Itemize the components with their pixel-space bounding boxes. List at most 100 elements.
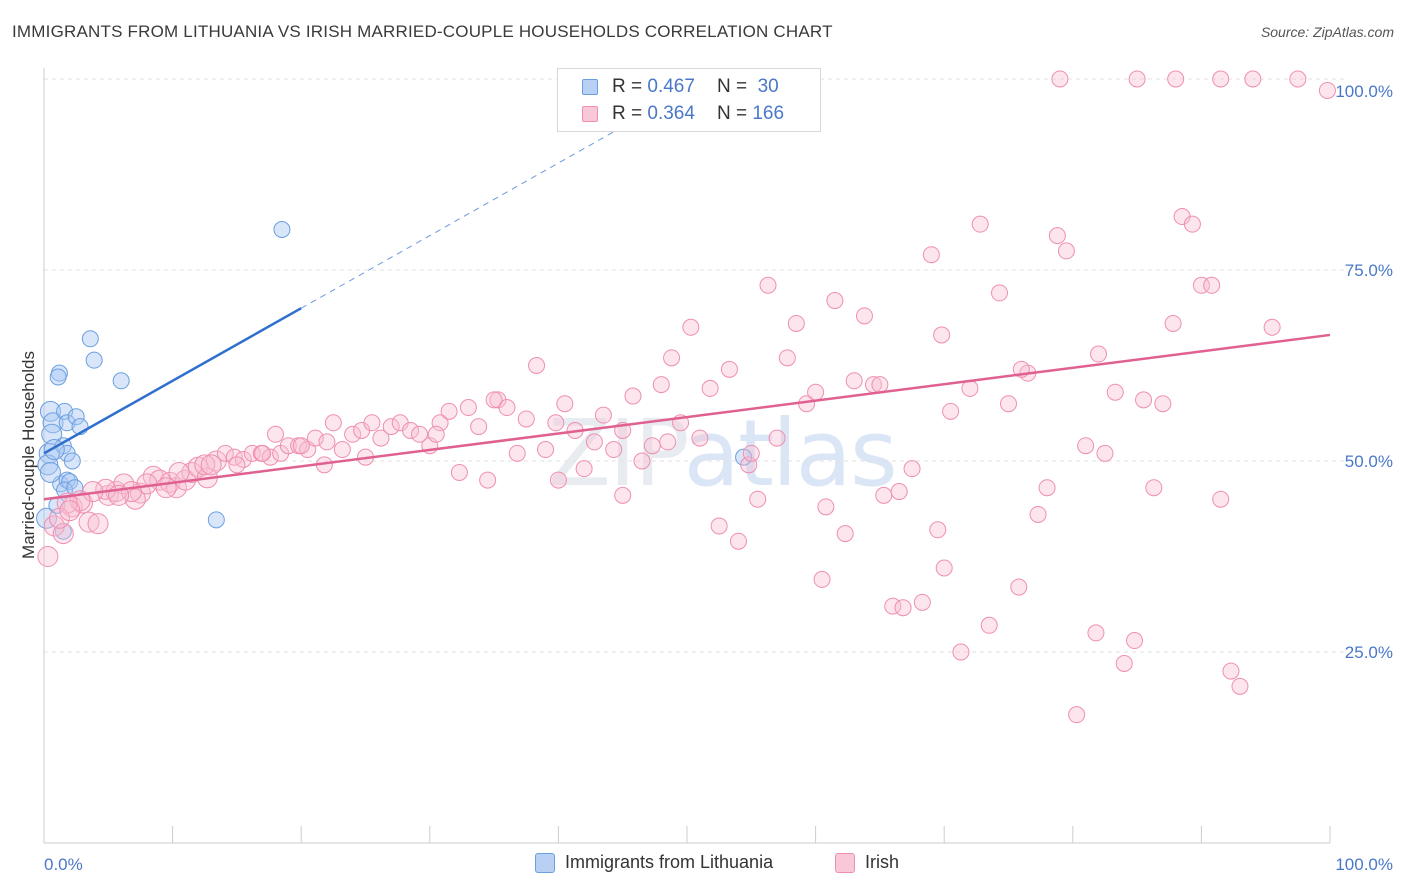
irish-point <box>1154 395 1172 413</box>
irish-point <box>826 292 844 310</box>
irish-point <box>200 454 222 476</box>
irish-point <box>742 444 760 462</box>
irish-point <box>817 498 835 516</box>
irish-point <box>749 490 767 508</box>
irish-point <box>37 546 59 567</box>
irish-point <box>498 399 516 417</box>
legend-item-lithuania[interactable]: Immigrants from Lithuania <box>535 852 773 873</box>
irish-point <box>411 425 429 443</box>
irish-point <box>479 471 497 489</box>
irish-point <box>1106 383 1124 401</box>
watermark: ZIPatlas <box>548 400 898 507</box>
irish-point <box>292 437 310 455</box>
lithuania-point <box>112 372 130 390</box>
irish-point <box>1164 314 1182 332</box>
irish-point <box>363 414 381 432</box>
irish-point <box>261 448 279 466</box>
irish-point <box>710 517 728 535</box>
irish-point <box>402 421 420 439</box>
lithuania-point <box>273 221 291 239</box>
irish-point <box>894 599 912 617</box>
irish-point <box>324 414 342 432</box>
r-value: 0.364 <box>647 103 695 124</box>
irish-point <box>659 433 677 451</box>
irish-point <box>1192 276 1210 294</box>
irish-point <box>254 444 272 462</box>
irish-point <box>807 383 825 401</box>
irish-point <box>1263 318 1281 336</box>
irish-point <box>787 314 805 332</box>
irish-point <box>1090 345 1108 363</box>
irish-point <box>470 418 488 436</box>
irish-point <box>652 376 670 394</box>
irish-point <box>155 477 177 499</box>
irish-point <box>333 441 351 459</box>
irish-point <box>871 376 889 394</box>
irish-point <box>556 395 574 413</box>
irish-point <box>78 511 100 533</box>
chart-title: IMMIGRANTS FROM LITHUANIA VS IRISH MARRI… <box>12 22 833 41</box>
irish-point <box>48 507 70 529</box>
irish-point <box>382 418 400 436</box>
irish-point <box>1128 70 1146 88</box>
lithuania-point <box>58 414 76 432</box>
irish-point <box>643 437 661 455</box>
irish-point <box>450 463 468 481</box>
y-tick-label: 50.0% <box>1345 452 1393 471</box>
irish-point <box>318 433 336 451</box>
irish-point <box>691 429 709 447</box>
irish-point <box>459 399 477 417</box>
irish-point <box>431 414 449 432</box>
irish-point <box>836 525 854 543</box>
irish-point <box>729 532 747 550</box>
irish-point <box>614 486 632 504</box>
irish-point <box>517 410 535 428</box>
legend-swatch-blue <box>582 79 598 95</box>
irish-point <box>929 521 947 539</box>
irish-point <box>922 246 940 264</box>
irish-point <box>537 441 555 459</box>
irish-point <box>1068 706 1086 724</box>
irish-point <box>701 379 719 397</box>
irish-point <box>585 433 603 451</box>
irish-point <box>990 284 1008 302</box>
irish-point <box>720 360 738 378</box>
lithuania-point <box>49 368 67 386</box>
lithuania-point <box>81 330 99 348</box>
legend-item-irish[interactable]: Irish <box>835 852 899 873</box>
irish-point <box>1126 632 1144 650</box>
irish-point <box>1051 70 1069 88</box>
irish-point <box>1222 662 1240 680</box>
irish-point <box>1212 490 1230 508</box>
irish-point <box>243 444 261 462</box>
legend-swatch-pink <box>582 106 598 122</box>
irish-point <box>427 425 445 443</box>
irish-point <box>1087 624 1105 642</box>
irish-point <box>508 444 526 462</box>
irish-point <box>813 570 831 588</box>
lithuania-point <box>41 423 63 445</box>
irish-point <box>942 402 960 420</box>
irish-point <box>1038 479 1056 497</box>
lithuania-point <box>39 461 61 483</box>
legend-row-lithuania: R = 0.467 N = 30 <box>582 74 779 100</box>
irish-point <box>1096 444 1114 462</box>
x-tick-label: 100.0% <box>1335 855 1393 874</box>
irish-point <box>1057 242 1075 260</box>
irish-point <box>1029 505 1047 523</box>
irish-point <box>624 387 642 405</box>
lithuania-point <box>207 511 225 529</box>
irish-point <box>87 513 109 535</box>
irish-point <box>605 441 623 459</box>
correlation-legend: R = 0.467 N = 30 R = 0.364 N = 166 <box>557 68 821 132</box>
irish-point <box>890 483 908 501</box>
watermark-zip: ZIP <box>548 400 686 507</box>
irish-point <box>440 402 458 420</box>
legend-swatch-pink <box>835 852 855 873</box>
legend-row-irish: R = 0.364 N = 166 <box>582 101 784 127</box>
n-value: 166 <box>752 103 785 124</box>
r-label: R = <box>612 76 643 97</box>
watermark-atlas: atlas <box>683 400 898 507</box>
irish-point <box>633 452 651 470</box>
n-label: N = <box>716 103 748 124</box>
